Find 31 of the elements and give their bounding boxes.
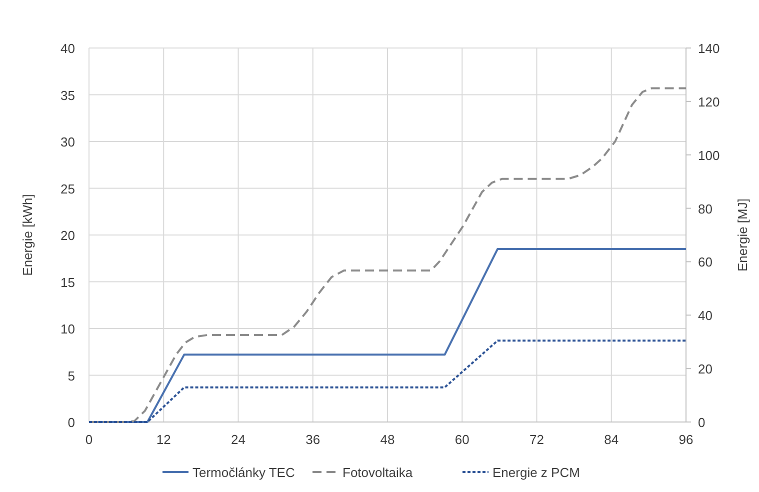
y-tick-label: 0 [68,415,75,430]
x-tick-label: 36 [306,432,320,447]
y-tick-label: 30 [60,134,75,150]
y2-tick-label: 140 [698,41,720,56]
y-tick-label: 15 [60,274,75,290]
x-tick-label: 48 [380,432,395,447]
y2-tick-label: 60 [698,254,712,270]
y2-tick-label: 40 [698,308,712,324]
y-axis-title: Energie [kWh] [20,194,35,276]
y2-axis-title: Energie [MJ] [735,198,750,272]
y2-tick-label: 0 [698,415,706,430]
legend-label: Fotovoltaika [342,465,414,480]
legend-label: Energie z PCM [492,465,580,480]
y-tick-label: 40 [60,41,75,56]
y2-tick-label: 100 [698,148,720,163]
y-tick-label: 5 [68,368,75,384]
y2-tick-label: 120 [698,94,720,110]
y-tick-label: 25 [60,181,75,196]
y2-tick-label: 20 [698,362,712,377]
x-tick-label: 72 [530,432,544,447]
x-tick-label: 0 [85,432,93,447]
y-tick-label: 10 [60,322,75,336]
y-tick-label: 35 [60,88,75,103]
x-tick-label: 84 [604,432,619,447]
x-tick-label: 24 [231,432,246,447]
y2-tick-label: 80 [698,201,712,216]
y-tick-label: 20 [60,228,75,243]
legend-label: Termočlánky TEC [192,465,295,480]
x-tick-label: 60 [454,432,470,447]
x-tick-label: 96 [678,432,694,447]
x-tick-label: 12 [156,432,171,447]
